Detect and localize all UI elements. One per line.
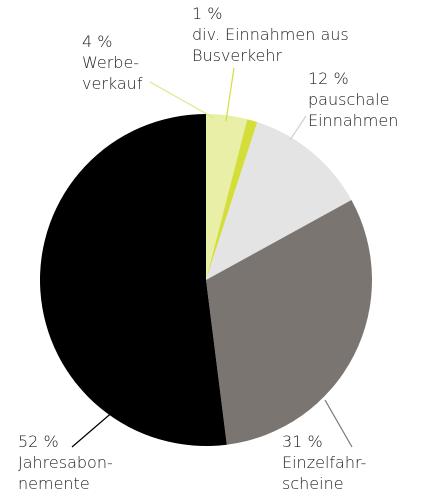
- category-label: Jahresabon-: [18, 453, 113, 472]
- value-label: 4 %: [82, 32, 112, 51]
- pie-slice: [206, 114, 248, 280]
- category-label: Busverkehr: [192, 46, 283, 65]
- category-label: verkauf: [82, 74, 143, 93]
- category-label: div. Einnahmen aus: [192, 25, 349, 44]
- pie-slice: [206, 200, 373, 445]
- value-label: 1 %: [192, 4, 222, 23]
- category-label: Einnahmen: [308, 111, 398, 130]
- category-label: scheine: [282, 474, 344, 493]
- leader-line: [149, 81, 215, 119]
- leader-line: [225, 67, 235, 122]
- leader-line: [289, 115, 307, 141]
- pie-slice: [206, 119, 258, 280]
- leader-line: [324, 399, 353, 448]
- category-label: Werbe-: [82, 53, 139, 72]
- value-label: 12 %: [308, 69, 349, 88]
- value-label: 31 %: [282, 432, 323, 451]
- pie-slice: [40, 114, 227, 446]
- value-label: 52 %: [18, 432, 59, 451]
- category-label: Einzelfahr-: [282, 453, 366, 472]
- leader-line: [71, 409, 116, 448]
- category-label: nemente: [18, 474, 90, 493]
- pie-slice: [206, 122, 352, 280]
- category-label: pauschale: [308, 90, 389, 109]
